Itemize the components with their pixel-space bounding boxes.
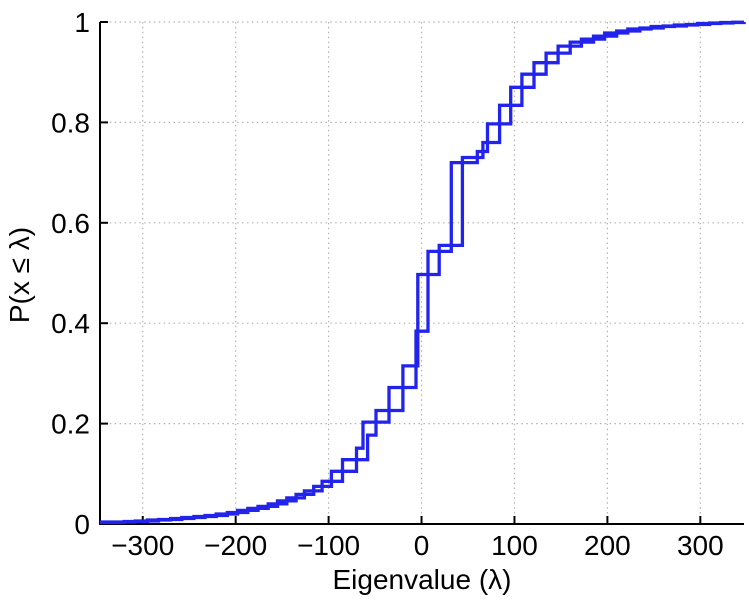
x-tick-label: −200 [204, 530, 267, 561]
y-axis-label: P(x ≤ λ) [4, 226, 35, 324]
y-tick-label: 0.8 [51, 107, 90, 138]
x-tick-label: 100 [491, 530, 538, 561]
x-tick-label: 200 [584, 530, 631, 561]
y-tick-label: 0.6 [51, 208, 90, 239]
x-tick-label: 0 [414, 530, 430, 561]
cdf-curve-2 [100, 20, 746, 524]
x-tick-label: −100 [297, 530, 360, 561]
y-tick-label: 0.4 [51, 308, 90, 339]
y-tick-label: 0.2 [51, 409, 90, 440]
x-tick-label: −300 [111, 530, 174, 561]
x-tick-label: 300 [677, 530, 724, 561]
y-tick-label: 0 [74, 509, 90, 540]
y-tick-label: 1 [74, 7, 90, 38]
x-axis-label: Eigenvalue (λ) [332, 564, 512, 595]
